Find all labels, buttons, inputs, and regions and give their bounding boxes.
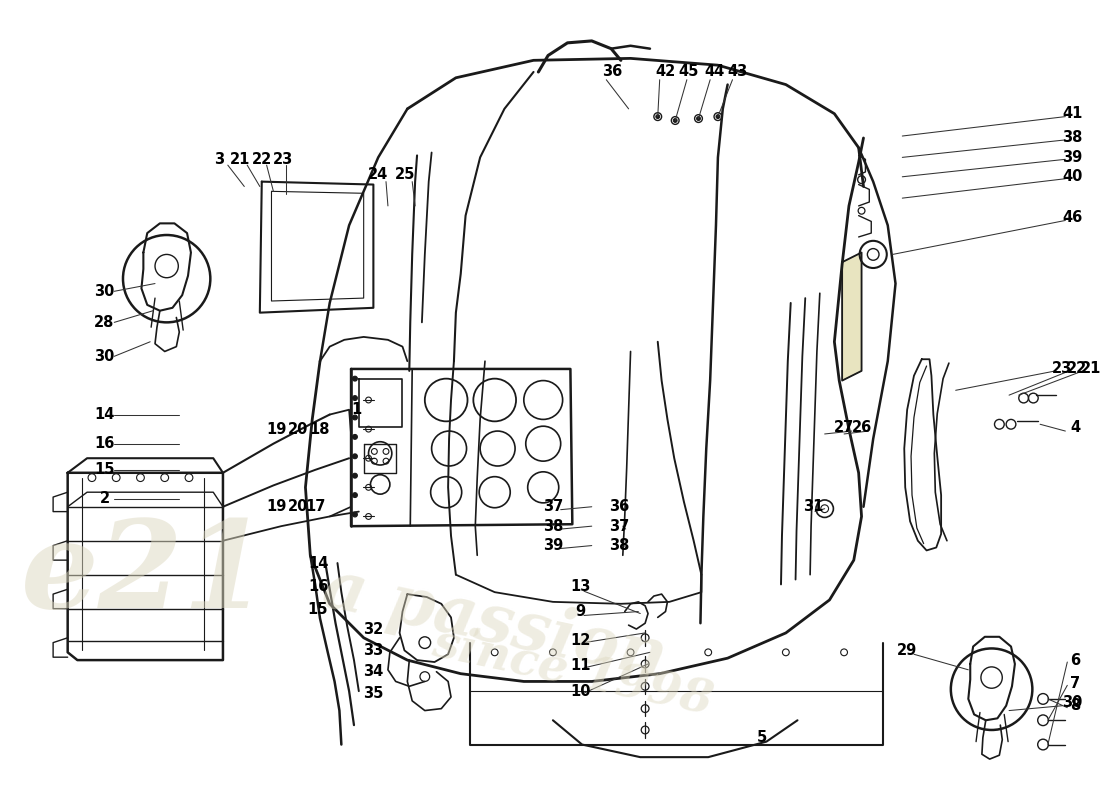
Circle shape: [352, 415, 358, 420]
Text: 45: 45: [679, 65, 699, 79]
Text: 16: 16: [308, 579, 328, 594]
Text: 41: 41: [1062, 106, 1082, 121]
Text: 23: 23: [273, 152, 294, 167]
Circle shape: [352, 454, 358, 458]
Text: 22: 22: [252, 152, 272, 167]
Circle shape: [352, 474, 358, 478]
Text: 14: 14: [95, 407, 114, 422]
Text: 21: 21: [230, 152, 251, 167]
Text: 21: 21: [1081, 362, 1100, 377]
Text: 43: 43: [727, 65, 747, 79]
Circle shape: [352, 434, 358, 439]
Text: 1: 1: [352, 402, 362, 418]
Text: 5: 5: [757, 730, 767, 746]
Text: 44: 44: [704, 65, 724, 79]
Text: 20: 20: [287, 422, 308, 437]
Text: 46: 46: [1062, 210, 1082, 225]
Text: 15: 15: [308, 602, 328, 617]
Text: 30: 30: [95, 284, 114, 299]
Text: 13: 13: [570, 579, 591, 594]
Circle shape: [716, 114, 719, 118]
Text: 26: 26: [851, 420, 871, 434]
Text: 39: 39: [542, 538, 563, 553]
Text: 27: 27: [834, 420, 855, 434]
Text: 32: 32: [363, 622, 384, 637]
Text: 19: 19: [266, 422, 286, 437]
Circle shape: [352, 493, 358, 498]
Text: 6: 6: [1070, 653, 1080, 667]
Text: 38: 38: [542, 518, 563, 534]
Circle shape: [352, 396, 358, 401]
Text: 11: 11: [570, 658, 591, 674]
Text: 3: 3: [214, 152, 224, 167]
Text: 33: 33: [363, 643, 384, 658]
Text: 24: 24: [368, 167, 388, 182]
Text: e21: e21: [21, 515, 270, 634]
Text: 7: 7: [1070, 676, 1080, 691]
Text: 10: 10: [570, 684, 591, 698]
Text: 15: 15: [95, 462, 114, 478]
Text: 14: 14: [308, 555, 328, 570]
Text: 4: 4: [1070, 420, 1080, 434]
Text: 18: 18: [310, 422, 330, 437]
Text: 22: 22: [1067, 362, 1087, 377]
Text: 36: 36: [602, 65, 623, 79]
Text: 16: 16: [95, 436, 114, 451]
Text: 37: 37: [542, 499, 563, 514]
Text: 28: 28: [95, 315, 114, 330]
Text: 30: 30: [95, 349, 114, 364]
Text: 40: 40: [1062, 170, 1082, 184]
Text: 8: 8: [1070, 698, 1080, 714]
Circle shape: [656, 114, 660, 118]
Text: 30: 30: [1062, 695, 1082, 710]
Text: 25: 25: [395, 167, 416, 182]
Text: 20: 20: [287, 499, 308, 514]
Text: a passion: a passion: [317, 555, 672, 691]
Text: 2: 2: [99, 491, 110, 506]
Text: since 1998: since 1998: [428, 619, 717, 724]
Circle shape: [696, 117, 701, 121]
Text: 38: 38: [608, 538, 629, 553]
Text: 34: 34: [363, 664, 384, 679]
Text: 19: 19: [266, 499, 286, 514]
Text: 39: 39: [1062, 150, 1082, 165]
Text: 31: 31: [803, 499, 823, 514]
Text: 35: 35: [363, 686, 384, 701]
Circle shape: [352, 376, 358, 381]
Text: 29: 29: [896, 643, 917, 658]
Text: 12: 12: [570, 633, 591, 648]
Text: 42: 42: [656, 65, 675, 79]
Text: 36: 36: [608, 499, 629, 514]
Text: 37: 37: [608, 518, 629, 534]
Circle shape: [352, 512, 358, 517]
Text: 9: 9: [575, 604, 585, 619]
Text: 23: 23: [1053, 362, 1072, 377]
Polygon shape: [843, 253, 861, 381]
Text: 17: 17: [305, 499, 326, 514]
Text: 38: 38: [1062, 130, 1082, 146]
Circle shape: [673, 118, 678, 122]
